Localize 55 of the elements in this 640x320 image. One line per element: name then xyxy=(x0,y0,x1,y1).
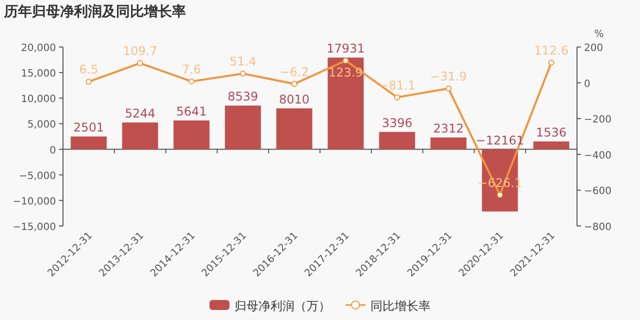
y-tick-label: −15,000 xyxy=(12,222,56,233)
legend-label: 同比增长率 xyxy=(370,299,430,313)
data-label: 2312 xyxy=(433,121,464,136)
data-label: 5244 xyxy=(124,106,156,120)
y-tick-label: 20,000 xyxy=(21,43,56,54)
data-label: 2501 xyxy=(73,120,104,134)
data-label: −31.9 xyxy=(430,70,467,84)
bar xyxy=(70,136,107,150)
point xyxy=(548,60,554,66)
y2-tick-label: −200 xyxy=(584,114,612,126)
bar xyxy=(328,58,364,150)
bar xyxy=(174,120,210,150)
chart-title: 历年归母净利润及同比增长率 xyxy=(3,3,186,20)
point xyxy=(188,78,194,84)
point xyxy=(137,60,144,66)
data-label: 109.7 xyxy=(122,44,158,58)
y2-tick-label: 200 xyxy=(584,43,604,54)
data-label: 8010 xyxy=(279,92,310,106)
data-label: 17931 xyxy=(326,42,365,56)
point xyxy=(86,78,92,85)
y2-tick-label: 0 xyxy=(584,78,590,90)
data-label: 123.9 xyxy=(328,66,363,80)
bar xyxy=(122,122,158,150)
y-tick-label: 5,000 xyxy=(27,120,56,131)
bar xyxy=(533,141,570,150)
y-tick-label: 0 xyxy=(50,145,56,156)
bar xyxy=(276,108,312,150)
data-label: 51.4 xyxy=(230,54,256,69)
bar xyxy=(379,132,416,150)
data-label: 6.5 xyxy=(79,62,98,77)
data-label: −81.1 xyxy=(378,78,416,92)
point xyxy=(291,80,298,87)
point xyxy=(496,192,503,198)
y2-tick-label: −600 xyxy=(584,186,612,198)
y-tick-label: −5,000 xyxy=(18,170,56,182)
data-label: 8539 xyxy=(228,90,258,104)
data-label: −6.2 xyxy=(280,64,309,79)
y2-axis-title: % xyxy=(594,29,604,40)
legend-label: 归母净利润（万） xyxy=(234,299,330,313)
bar xyxy=(224,106,261,150)
point xyxy=(240,70,246,77)
data-label: 7.6 xyxy=(182,62,202,76)
y-tick-label: 10,000 xyxy=(21,94,56,106)
data-label: 112.6 xyxy=(534,44,568,58)
data-label: 5641 xyxy=(176,104,207,118)
point xyxy=(342,58,349,64)
data-label: 1536 xyxy=(536,125,567,140)
point xyxy=(446,86,452,92)
point xyxy=(394,94,400,100)
bar xyxy=(430,137,466,150)
y2-tick-label: −800 xyxy=(584,222,612,233)
y-tick-label: 15,000 xyxy=(21,68,56,80)
y2-tick-label: −400 xyxy=(584,150,612,162)
y-tick-label: −10,000 xyxy=(12,196,56,208)
data-label: 3396 xyxy=(382,116,412,130)
